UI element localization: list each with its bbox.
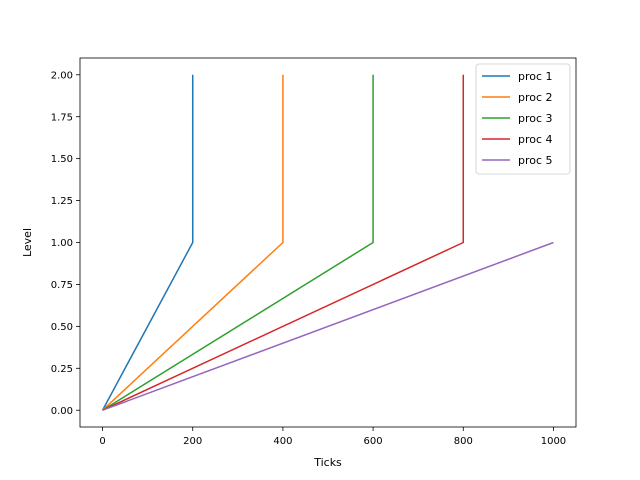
y-tick-label: 2.00 [51,70,73,81]
series-line-1 [101,74,194,411]
y-tick-label: 1.25 [51,196,73,207]
y-axis-label: Level [21,228,34,257]
y-axis: 0.00 0.25 0.50 0.75 1.00 1.25 1.50 1.75 2.00 [51,70,80,417]
y-tick-label: 0.75 [51,280,73,291]
series-line-2 [102,74,284,411]
x-tick-label: 800 [454,436,473,447]
x-tick-label: 600 [364,436,383,447]
y-tick-label: 1.75 [51,112,73,123]
y-tick-label: 1.00 [51,238,73,249]
x-tick-label: 1000 [541,436,566,447]
y-tick-label: 0.00 [51,406,73,417]
x-tick-label: 200 [183,436,202,447]
x-axis: 0 200 400 600 800 1000 [99,427,566,447]
legend-label: proc 5 [518,154,553,167]
series-line-4 [102,74,465,411]
y-tick-label: 1.50 [51,154,73,165]
y-tick-label: 0.25 [51,364,73,375]
legend-label: proc 3 [518,112,553,125]
x-tick-label: 0 [99,436,105,447]
legend: proc 1 proc 2 proc 3 proc 4 proc 5 [475,63,571,175]
series-line-5 [102,241,554,411]
y-tick-label: 0.50 [51,322,73,333]
x-axis-label: Ticks [313,456,342,469]
series-line-3 [102,74,374,411]
plot-lines [101,74,554,411]
legend-box [475,63,571,175]
legend-label: proc 2 [518,91,553,104]
legend-label: proc 4 [518,133,553,146]
legend-label: proc 1 [518,70,553,83]
x-tick-label: 400 [273,436,292,447]
